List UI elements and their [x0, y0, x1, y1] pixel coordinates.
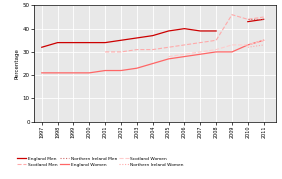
England Men [56, 42, 59, 44]
Line: England Women: England Women [42, 40, 264, 73]
Line: Northern Ireland Women: Northern Ireland Women [248, 45, 264, 47]
Northern Ireland Women [246, 46, 250, 48]
Y-axis label: Percentage: Percentage [15, 48, 20, 79]
England Men [103, 42, 107, 44]
England Men [167, 30, 170, 32]
England Women [262, 39, 265, 41]
England Women [230, 51, 234, 53]
England Men [246, 21, 250, 23]
Scotland Men [167, 46, 170, 48]
England Men [88, 42, 91, 44]
Scotland Men [183, 44, 186, 46]
Scotland Men [151, 49, 155, 51]
Line: England Men: England Men [42, 19, 264, 47]
Scotland Men [214, 39, 218, 41]
Scotland Men [246, 18, 250, 20]
Scotland Women [183, 53, 186, 55]
Scotland Men [135, 49, 138, 51]
Scotland Women [230, 44, 234, 46]
Legend: England Men, Scotland Men, Northern Ireland Men, England Women, Scotland Women, : England Men, Scotland Men, Northern Irel… [17, 156, 184, 167]
England Women [40, 72, 43, 74]
England Women [135, 67, 138, 69]
England Women [183, 55, 186, 58]
Scotland Women [167, 55, 170, 58]
England Women [72, 72, 75, 74]
England Men [40, 46, 43, 48]
Scotland Women [214, 49, 218, 51]
England Men [214, 30, 218, 32]
England Women [56, 72, 59, 74]
Line: Scotland Men: Scotland Men [105, 15, 264, 52]
England Men [262, 18, 265, 20]
England Men [72, 42, 75, 44]
Scotland Men [230, 14, 234, 16]
Scotland Men [119, 51, 123, 53]
England Women [167, 58, 170, 60]
England Women [214, 51, 218, 53]
Scotland Women [262, 39, 265, 41]
England Women [151, 62, 155, 65]
Northern Ireland Women [262, 44, 265, 46]
England Women [103, 69, 107, 72]
Scotland Men [103, 51, 107, 53]
England Men [119, 39, 123, 41]
England Men [199, 30, 202, 32]
Northern Ireland Men [262, 18, 265, 20]
Scotland Women [246, 44, 250, 46]
Scotland Men [199, 42, 202, 44]
Scotland Women [199, 51, 202, 53]
England Men [183, 28, 186, 30]
England Men [135, 37, 138, 39]
England Women [246, 44, 250, 46]
England Women [119, 69, 123, 72]
Northern Ireland Men [246, 18, 250, 20]
England Women [199, 53, 202, 55]
England Men [151, 35, 155, 37]
England Women [88, 72, 91, 74]
Scotland Men [262, 16, 265, 18]
Line: Scotland Women: Scotland Women [169, 40, 264, 57]
